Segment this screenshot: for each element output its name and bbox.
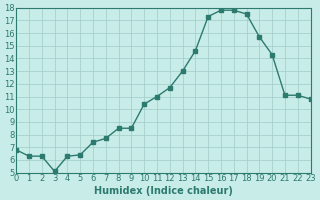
X-axis label: Humidex (Indice chaleur): Humidex (Indice chaleur)	[94, 186, 233, 196]
